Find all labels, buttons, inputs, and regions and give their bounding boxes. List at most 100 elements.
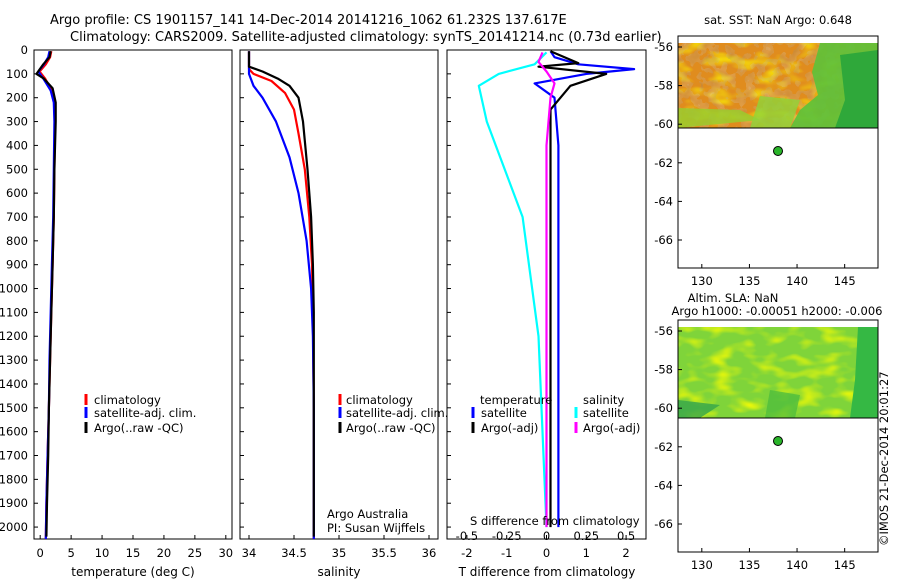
sst-map: sat. SST: NaN Argo: 0.648: [677, 13, 879, 269]
sst-map-lat-tick-label: -58: [654, 79, 673, 93]
sla-map-lat-tick-label: -62: [654, 440, 673, 454]
difference-series: [477, 50, 636, 528]
depth-ytick-label: 700: [6, 210, 28, 224]
legend-title-temperature: temperature: [480, 393, 552, 407]
sst-map-lon-tick-label: 140: [786, 274, 808, 288]
sst-map-title: sat. SST: NaN Argo: 0.648: [704, 13, 852, 27]
salinity-xtick-label: 34.5: [281, 546, 307, 560]
salinity-panel: climatology satellite-adj. clim. Argo(..…: [239, 49, 448, 579]
t-diff-xtick-label: -2: [461, 546, 472, 560]
salinity-xlabel: salinity: [317, 565, 360, 579]
sla-map-frame: [677, 319, 879, 553]
sla-map-lat-tick-label: -64: [654, 478, 673, 492]
argo-location-marker: [773, 146, 783, 156]
depth-ytick-label: 900: [6, 258, 28, 272]
sla-map-lat-tick-label: -60: [654, 401, 673, 415]
depth-ytick-label: 500: [6, 162, 28, 176]
s-diff-xtick-label: -0.5: [456, 529, 478, 543]
sla-map-lat-tick-label: -66: [654, 517, 673, 531]
imos-watermark: ©IMOS 21-Dec-2014 20:01:27: [877, 371, 891, 546]
sla-map-lon-tick-label: 135: [738, 558, 760, 572]
s-diff-xtick-label: 0: [543, 529, 550, 543]
salinity-xtick-label: 35: [332, 546, 347, 560]
s-difference-label: S difference from climatology: [470, 514, 640, 528]
legend-label-s-satellite: satellite: [583, 406, 629, 420]
s-diff-xtick-label: 0.25: [573, 529, 599, 543]
sla-map-lat-tick-label: -56: [654, 324, 673, 338]
legend-label-argo: Argo(..raw -QC): [346, 421, 436, 435]
legend-label-satellite-adj: satellite-adj. clim.: [346, 406, 448, 420]
legend-title-salinity: salinity: [583, 393, 624, 407]
legend-label-climatology: climatology: [94, 393, 161, 407]
temperature-xtick-label: 25: [188, 546, 203, 560]
t-diff-xtick-label: 1: [583, 546, 590, 560]
depth-ytick-label: 1500: [0, 401, 28, 415]
sla-map-lon-tick-label: 140: [786, 558, 808, 572]
legend-label-t-argo: Argo(-adj): [481, 421, 538, 435]
temperature-xtick-label: 0: [37, 546, 44, 560]
difference-legend: temperature satellite Argo(-adj) salinit…: [471, 393, 640, 435]
t-diff-xtick-label: 0: [543, 546, 550, 560]
depth-ytick-label: 600: [6, 186, 28, 200]
temperature-xtick-label: 20: [157, 546, 172, 560]
sst-map-lat-tick-label: -64: [654, 194, 673, 208]
legend-label-climatology: climatology: [346, 393, 413, 407]
sst-map-lat-tick-label: -56: [654, 40, 673, 54]
temperature-xtick-label: 15: [126, 546, 141, 560]
depth-ytick-label: 0: [21, 43, 28, 57]
salinity-xtick-label: 35.5: [371, 546, 397, 560]
credit-line2: PI: Susan Wijffels: [327, 521, 425, 535]
depth-ytick-label: 100: [6, 67, 28, 81]
credit-line1: Argo Australia: [327, 507, 408, 521]
sla-map-lon-tick-label: 130: [691, 558, 713, 572]
temperature-legend: climatology satellite-adj. clim. Argo(..…: [84, 393, 196, 435]
sst-map-lon-tick-label: 145: [834, 274, 856, 288]
salinity-xtick-label: 34: [242, 546, 257, 560]
depth-ytick-label: 800: [6, 234, 28, 248]
temperature-xtick-label: 30: [218, 546, 233, 560]
difference-series-line-1: [537, 50, 608, 528]
depth-ytick-label: 1300: [0, 353, 28, 367]
depth-ytick-label: 1600: [0, 425, 28, 439]
figure-title-line2: Climatology: CARS2009. Satellite-adjuste…: [70, 30, 662, 45]
depth-ytick-label: 1400: [0, 377, 28, 391]
depth-ytick-label: 1900: [0, 496, 28, 510]
t-difference-xlabel: T difference from climatology: [458, 565, 636, 579]
depth-ytick-label: 1700: [0, 449, 28, 463]
difference-series-line-0: [533, 50, 636, 528]
temperature-plot-frame: [33, 49, 233, 540]
temperature-xtick-label: 10: [95, 546, 110, 560]
sla-map-title-line2: Argo h1000: -0.00051 h2000: -0.006: [672, 304, 883, 318]
sla-map-lat-tick-label: -58: [654, 363, 673, 377]
figure-title-line1: Argo profile: CS 1901157_141 14-Dec-2014…: [50, 13, 567, 28]
sst-map-lon-tick-label: 135: [738, 274, 760, 288]
temperature-panel: climatology satellite-adj. clim. Argo(..…: [33, 49, 233, 579]
legend-label-s-argo: Argo(-adj): [583, 421, 640, 435]
salinity-plot-frame: [239, 49, 439, 540]
sla-map: Altim. SLA: NaN Argo h1000: -0.00051 h20…: [672, 291, 883, 553]
difference-series-line-2: [477, 51, 548, 528]
s-diff-xtick-label: 0.5: [617, 529, 635, 543]
temperature-series: [35, 50, 57, 540]
depth-ytick-label: 2000: [0, 520, 28, 534]
sst-map-lon-tick-label: 130: [691, 274, 713, 288]
sla-map-title-line1: Altim. SLA: NaN: [688, 291, 779, 305]
legend-label-t-satellite: satellite: [481, 406, 527, 420]
difference-panel: temperature satellite Argo(-adj) salinit…: [446, 49, 647, 579]
t-diff-xtick-label: 2: [622, 546, 629, 560]
depth-ytick-label: 1800: [0, 472, 28, 486]
depth-ytick-label: 1200: [0, 329, 28, 343]
sst-map-lat-tick-label: -60: [654, 117, 673, 131]
legend-label-satellite-adj: satellite-adj. clim.: [94, 406, 196, 420]
temperature-xtick-label: 5: [67, 546, 74, 560]
difference-series-line-3: [537, 51, 556, 528]
temperature-series-line-2: [35, 50, 57, 537]
t-diff-xtick-label: -1: [501, 546, 512, 560]
sst-map-frame: [677, 35, 879, 269]
depth-ytick-label: 1000: [0, 282, 28, 296]
s-diff-xtick-label: -0.25: [492, 529, 522, 543]
salinity-legend: climatology satellite-adj. clim. Argo(..…: [338, 393, 448, 435]
axes-ticks: 0 5 10 15 20 25 300100200300400500600700800900…: [0, 40, 856, 572]
legend-label-argo: Argo(..raw -QC): [94, 421, 184, 435]
